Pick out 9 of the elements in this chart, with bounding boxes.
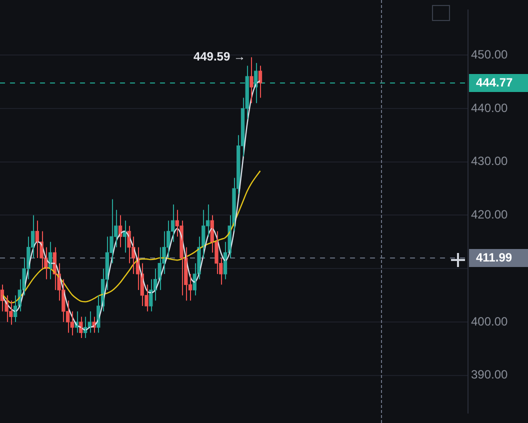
y-tick-label: 450.00 [471,47,508,62]
y-tick-label: 390.00 [471,368,508,382]
y-tick-label: 420.00 [471,208,508,222]
ref-line-label: 444.77 [476,75,514,90]
y-tick-label: 400.00 [471,314,508,328]
y-tick-label: 440.00 [471,100,508,115]
y-tick-label: 430.00 [471,154,508,168]
ref-line-label: 411.99 [476,250,512,264]
annotation: 449.59 → [193,50,246,64]
